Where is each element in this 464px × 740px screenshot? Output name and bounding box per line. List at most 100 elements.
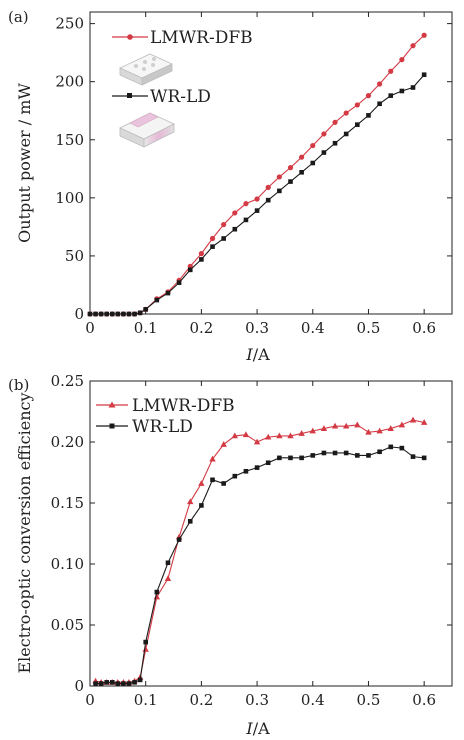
panel-a-y-axis-title: Output power / mW — [15, 83, 34, 243]
data-point-wr-ld — [165, 290, 171, 296]
data-point-lmwr-dfb — [365, 428, 372, 435]
data-point-wr-ld — [154, 297, 160, 303]
legend-item-wr-ld-b: WR-LD — [96, 417, 193, 437]
data-point-wr-ld — [115, 681, 121, 686]
data-point-wr-ld — [104, 680, 110, 685]
data-point-wr-ld — [109, 311, 115, 317]
data-point-wr-ld — [187, 267, 193, 273]
data-point-wr-ld — [343, 131, 349, 137]
data-point-wr-ld — [377, 449, 382, 455]
data-point-wr-ld — [98, 681, 104, 686]
data-point-lmwr-dfb — [342, 422, 350, 429]
data-point-lmwr-dfb — [276, 174, 282, 180]
data-point-wr-ld — [243, 217, 249, 223]
data-point-wr-ld — [421, 72, 427, 78]
data-point-wr-ld — [132, 311, 137, 317]
data-point-wr-ld — [343, 450, 349, 456]
legend-label-lmwr-dfb: LMWR-DFB — [150, 28, 253, 48]
data-point-lmwr-dfb — [231, 432, 238, 439]
legend-item-lmwr-dfb: LMWR-DFB — [112, 28, 253, 48]
x-tick-label: 0.6 — [412, 319, 436, 337]
data-point-wr-ld — [310, 453, 316, 458]
panel-a-legend: LMWR-DFB WR-LD — [112, 28, 253, 148]
y-tick-label: 150 — [55, 131, 84, 149]
data-point-wr-ld — [210, 244, 215, 249]
data-point-lmwr-dfb — [421, 32, 427, 38]
y-tick-label: 100 — [55, 189, 84, 207]
data-point-wr-ld — [410, 85, 416, 90]
x-tick-label: 0.3 — [245, 691, 269, 709]
data-point-wr-ld — [126, 311, 132, 317]
panel-a-plot-area — [87, 32, 427, 317]
data-point-wr-ld — [221, 481, 226, 486]
y-tick-label: 0.25 — [51, 372, 84, 390]
legend-label-wr-ld: WR-LD — [150, 87, 211, 107]
data-point-lmwr-dfb — [265, 184, 271, 190]
x-tick-label: 0.5 — [357, 319, 381, 337]
data-point-lmwr-dfb — [287, 165, 294, 171]
x-tick-label: 0.5 — [357, 691, 381, 709]
data-point-wr-ld — [399, 445, 405, 451]
data-point-lmwr-dfb — [310, 142, 316, 149]
data-point-lmwr-dfb — [221, 221, 227, 228]
data-point-wr-ld — [355, 122, 360, 127]
data-point-wr-ld — [254, 465, 260, 470]
data-point-wr-ld — [277, 188, 282, 194]
legend-item-wr-ld: WR-LD — [112, 87, 211, 107]
data-point-lmwr-dfb — [220, 441, 227, 447]
data-point-wr-ld — [121, 681, 126, 686]
data-point-lmwr-dfb — [365, 93, 372, 99]
data-point-wr-ld — [232, 473, 238, 479]
y-tick-label: 0.15 — [51, 494, 84, 512]
panel-b-x-axis-unit: /A — [253, 719, 270, 738]
x-tick-label: 0.6 — [412, 691, 436, 709]
data-point-lmwr-dfb — [299, 154, 305, 160]
data-point-wr-ld — [243, 468, 249, 474]
data-point-wr-ld — [321, 450, 327, 456]
y-tick-label: 0.10 — [51, 555, 84, 573]
x-tick-label: 0.2 — [189, 319, 213, 337]
legend-label-wr-ld-b: WR-LD — [132, 417, 193, 437]
data-point-lmwr-dfb — [388, 68, 394, 74]
data-point-lmwr-dfb — [243, 201, 249, 207]
data-point-wr-ld — [98, 311, 104, 317]
data-point-lmwr-dfb — [287, 432, 294, 439]
x-tick-label: 0.1 — [134, 319, 158, 337]
data-point-wr-ld — [310, 160, 316, 166]
device-wr-ld-illustration — [119, 112, 175, 148]
data-point-wr-ld — [288, 179, 293, 184]
data-point-lmwr-dfb — [420, 419, 428, 425]
x-tick-label: 0.2 — [189, 691, 213, 709]
y-tick-label: 0 — [74, 305, 84, 323]
legend-marker-lmwr-dfb — [127, 34, 133, 40]
data-point-wr-ld — [87, 311, 93, 317]
data-point-lmwr-dfb — [164, 575, 172, 582]
panel-b-plot-area — [92, 416, 428, 686]
data-point-lmwr-dfb — [354, 102, 360, 108]
data-point-lmwr-dfb — [265, 433, 272, 440]
legend-marker-wr-ld-b — [109, 423, 115, 429]
data-point-wr-ld — [93, 311, 98, 317]
data-point-wr-ld — [210, 477, 215, 483]
data-point-lmwr-dfb — [377, 81, 383, 87]
data-point-wr-ld — [154, 589, 160, 595]
data-point-wr-ld — [366, 453, 371, 458]
data-point-wr-ld — [199, 257, 204, 262]
panel-b-label: (b) — [8, 376, 29, 394]
x-tick-label: 0 — [85, 319, 95, 337]
panel-a-x-axis-title: I/A — [245, 345, 270, 364]
panel-a: (a) 0 0.1 0.2 0.3 0.4 0.5 0.6 0 50 100 150 200 250 O… — [8, 8, 453, 364]
panel-b-legend: LMWR-DFB WR-LD — [96, 396, 235, 437]
data-point-wr-ld — [388, 444, 394, 450]
panel-a-label: (a) — [8, 8, 29, 26]
x-tick-label: 0.4 — [301, 319, 325, 337]
legend-marker-wr-ld — [127, 93, 132, 98]
data-point-wr-ld — [143, 639, 148, 645]
data-point-wr-ld — [165, 560, 171, 566]
series-line-wr-ld — [90, 74, 425, 315]
data-point-wr-ld — [109, 680, 115, 685]
data-point-lmwr-dfb — [321, 131, 327, 137]
data-point-wr-ld — [143, 307, 148, 312]
data-point-lmwr-dfb — [276, 432, 283, 439]
panel-b-frame — [89, 380, 453, 687]
